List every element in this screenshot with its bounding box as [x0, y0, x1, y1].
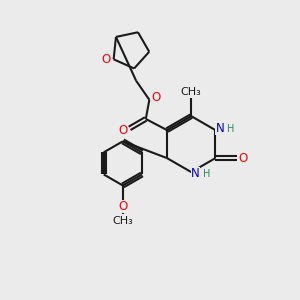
Text: CH₃: CH₃	[181, 87, 202, 97]
Text: O: O	[118, 124, 128, 137]
Text: N: N	[215, 122, 224, 135]
Text: CH₃: CH₃	[112, 216, 133, 226]
Text: H: H	[203, 169, 210, 178]
Text: O: O	[151, 91, 160, 104]
Text: O: O	[238, 152, 248, 165]
Text: O: O	[118, 200, 128, 213]
Text: O: O	[102, 53, 111, 66]
Text: N: N	[191, 167, 200, 180]
Text: H: H	[227, 124, 234, 134]
